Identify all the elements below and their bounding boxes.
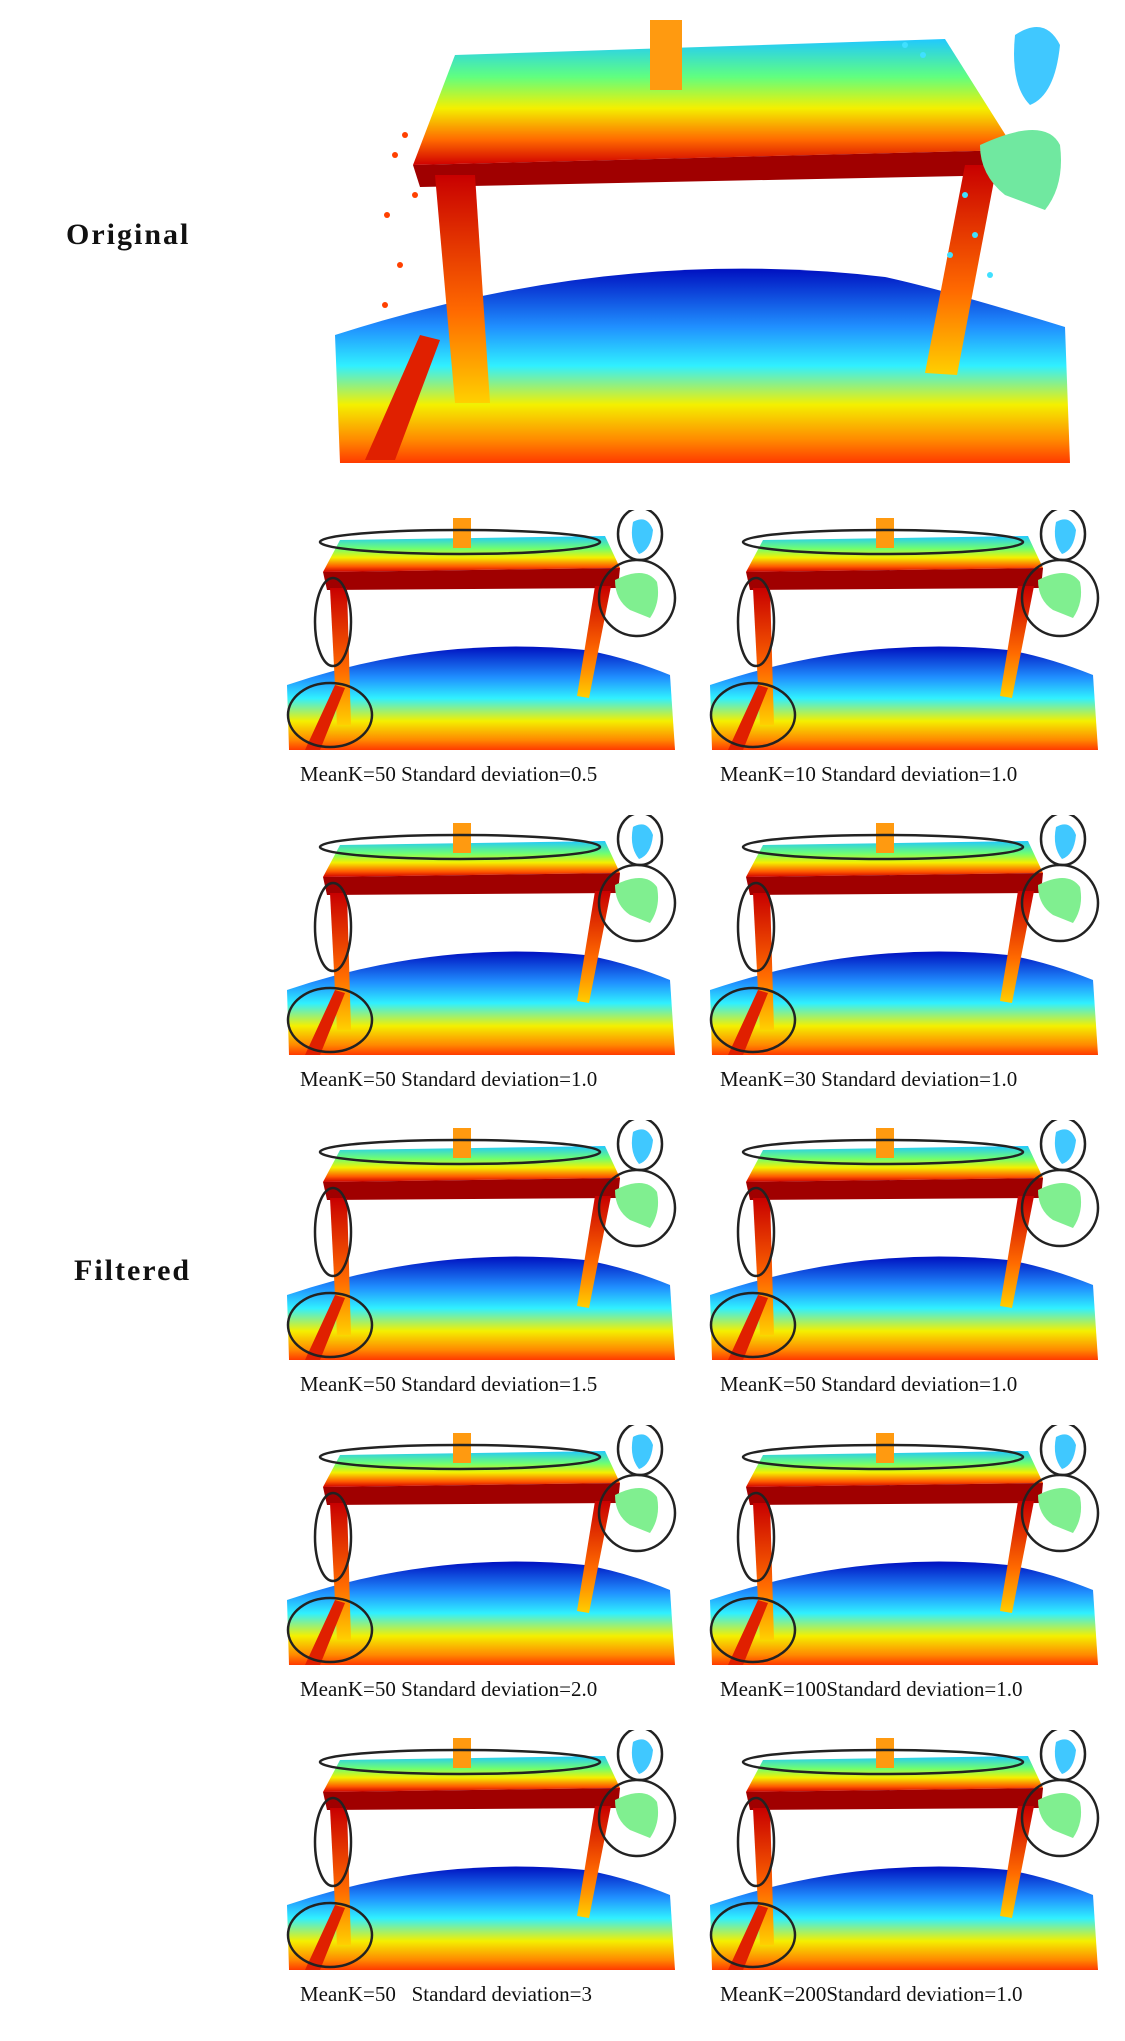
filtered-point-cloud [286, 1120, 677, 1360]
panel-caption: MeanK=50 Standard deviation=1.5 [300, 1372, 598, 1396]
original-point-cloud [335, 20, 1070, 463]
filtered-point-cloud [709, 1425, 1100, 1665]
filtered-point-cloud [709, 1120, 1100, 1360]
filtered-point-cloud [286, 510, 677, 750]
panel-caption: MeanK=30 Standard deviation=1.0 [720, 1067, 1018, 1091]
panel-caption: MeanK=10 Standard deviation=1.0 [720, 762, 1018, 786]
panel-caption: MeanK=50 Standard deviation=1.0 [720, 1372, 1018, 1396]
filtered-panel [285, 1425, 685, 1670]
panel-caption: MeanK=50 Standard deviation=3 [300, 1982, 592, 2006]
filtered-panel [708, 1730, 1108, 1975]
filtered-panel [285, 1730, 685, 1975]
filtered-panel [285, 510, 685, 755]
filtered-panel [708, 1120, 1108, 1365]
filtered-panel [708, 815, 1108, 1060]
filtered-point-cloud [286, 1425, 677, 1665]
filtered-point-cloud [709, 815, 1100, 1055]
filtered-panel [285, 1120, 685, 1365]
filtered-point-cloud [286, 1730, 677, 1970]
filtered-label: Filtered [74, 1254, 192, 1287]
original-label: Original [66, 218, 191, 251]
panel-caption: MeanK=50 Standard deviation=2.0 [300, 1677, 598, 1701]
filtered-point-cloud [286, 815, 677, 1055]
filtered-point-cloud [709, 1730, 1100, 1970]
filtered-point-cloud [709, 510, 1100, 750]
panel-caption: MeanK=100Standard deviation=1.0 [720, 1677, 1023, 1701]
filtered-panel [708, 1425, 1108, 1670]
filtered-panel [708, 510, 1108, 755]
panel-caption: MeanK=50 Standard deviation=0.5 [300, 762, 598, 786]
filtered-panel [285, 815, 685, 1060]
panel-caption: MeanK=50 Standard deviation=1.0 [300, 1067, 598, 1091]
panel-caption: MeanK=200Standard deviation=1.0 [720, 1982, 1023, 2006]
